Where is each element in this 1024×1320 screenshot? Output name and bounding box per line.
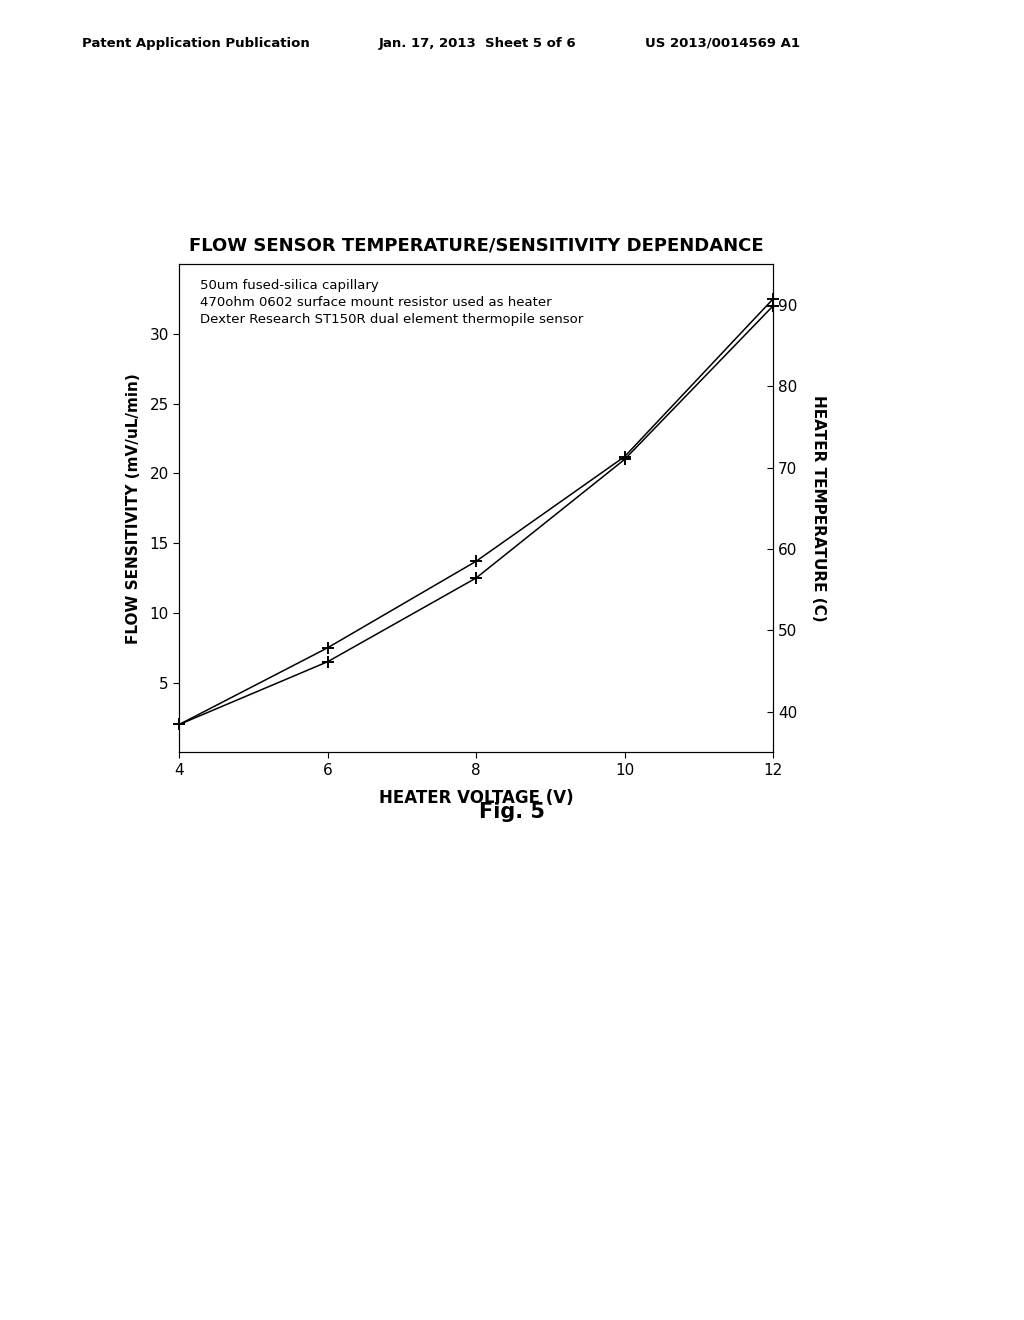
Text: 50um fused-silica capillary
470ohm 0602 surface mount resistor used as heater
De: 50um fused-silica capillary 470ohm 0602 … — [200, 279, 584, 326]
Y-axis label: FLOW SENSITIVITY (mV/uL/min): FLOW SENSITIVITY (mV/uL/min) — [126, 372, 141, 644]
X-axis label: HEATER VOLTAGE (V): HEATER VOLTAGE (V) — [379, 789, 573, 807]
Text: Jan. 17, 2013  Sheet 5 of 6: Jan. 17, 2013 Sheet 5 of 6 — [379, 37, 577, 50]
Text: Patent Application Publication: Patent Application Publication — [82, 37, 309, 50]
Y-axis label: HEATER TEMPERATURE (C): HEATER TEMPERATURE (C) — [811, 395, 826, 622]
Title: FLOW SENSOR TEMPERATURE/SENSITIVITY DEPENDANCE: FLOW SENSOR TEMPERATURE/SENSITIVITY DEPE… — [188, 236, 764, 255]
Text: US 2013/0014569 A1: US 2013/0014569 A1 — [645, 37, 800, 50]
Text: Fig. 5: Fig. 5 — [479, 803, 545, 822]
